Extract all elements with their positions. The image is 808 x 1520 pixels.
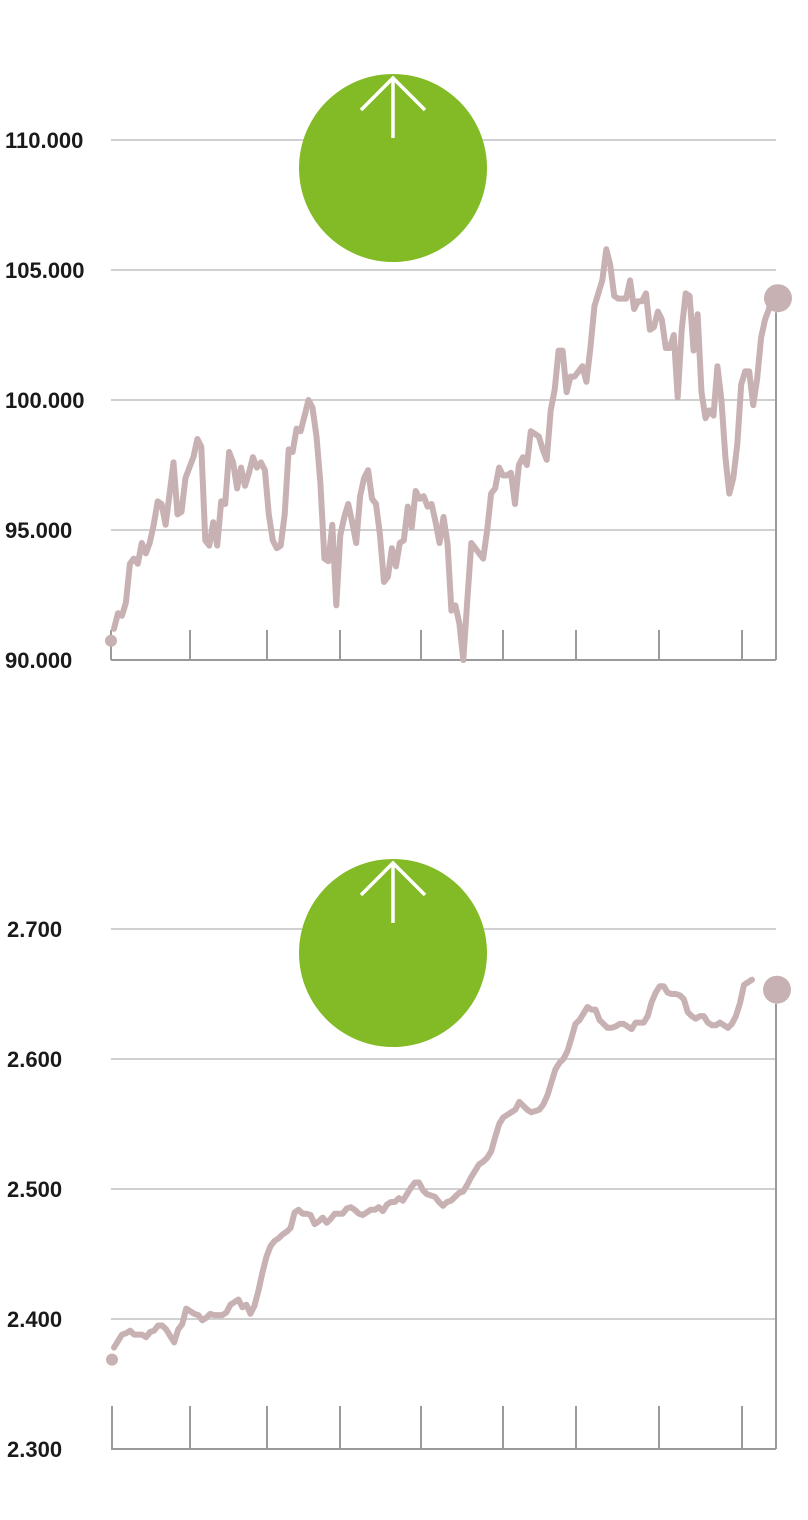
chart-1-y-tick-label: 100.000 bbox=[5, 388, 85, 413]
chart-2-y-tick-label: 2.300 bbox=[7, 1437, 62, 1462]
chart-2-start-point bbox=[106, 1353, 118, 1366]
chart-2: 2.300 2.400 2.500 2.600 2.700 bbox=[0, 790, 808, 1510]
chart-1-end-point bbox=[764, 284, 792, 313]
chart-2-y-tick-label: 2.700 bbox=[7, 917, 62, 942]
chart-2-y-tick-label: 2.600 bbox=[7, 1047, 62, 1072]
chart-1-y-tick-label: 95.000 bbox=[5, 518, 72, 543]
chart-2-series-line bbox=[111, 976, 755, 1351]
chart-2-trend-badge bbox=[299, 859, 487, 1047]
chart-2-y-tick-label: 2.500 bbox=[7, 1177, 62, 1202]
chart-1-start-point bbox=[105, 634, 117, 647]
chart-1-series-line bbox=[111, 246, 776, 663]
chart-1-trend-badge bbox=[299, 74, 487, 262]
arrow-up-icon bbox=[359, 75, 427, 138]
chart-1: 90.000 95.000 100.000 105.000 110.000 bbox=[0, 0, 808, 700]
chart-1-y-tick-label: 110.000 bbox=[5, 128, 83, 153]
chart-1-svg: 90.000 95.000 100.000 105.000 110.000 bbox=[5, 74, 792, 673]
chart-2-end-point bbox=[763, 975, 791, 1004]
chart-1-y-tick-label: 105.000 bbox=[5, 258, 85, 283]
chart-2-y-tick-label: 2.400 bbox=[7, 1307, 62, 1332]
chart-1-y-tick-label: 90.000 bbox=[5, 648, 72, 673]
arrow-up-icon bbox=[359, 860, 427, 923]
chart-2-svg: 2.300 2.400 2.500 2.600 2.700 bbox=[7, 859, 791, 1462]
